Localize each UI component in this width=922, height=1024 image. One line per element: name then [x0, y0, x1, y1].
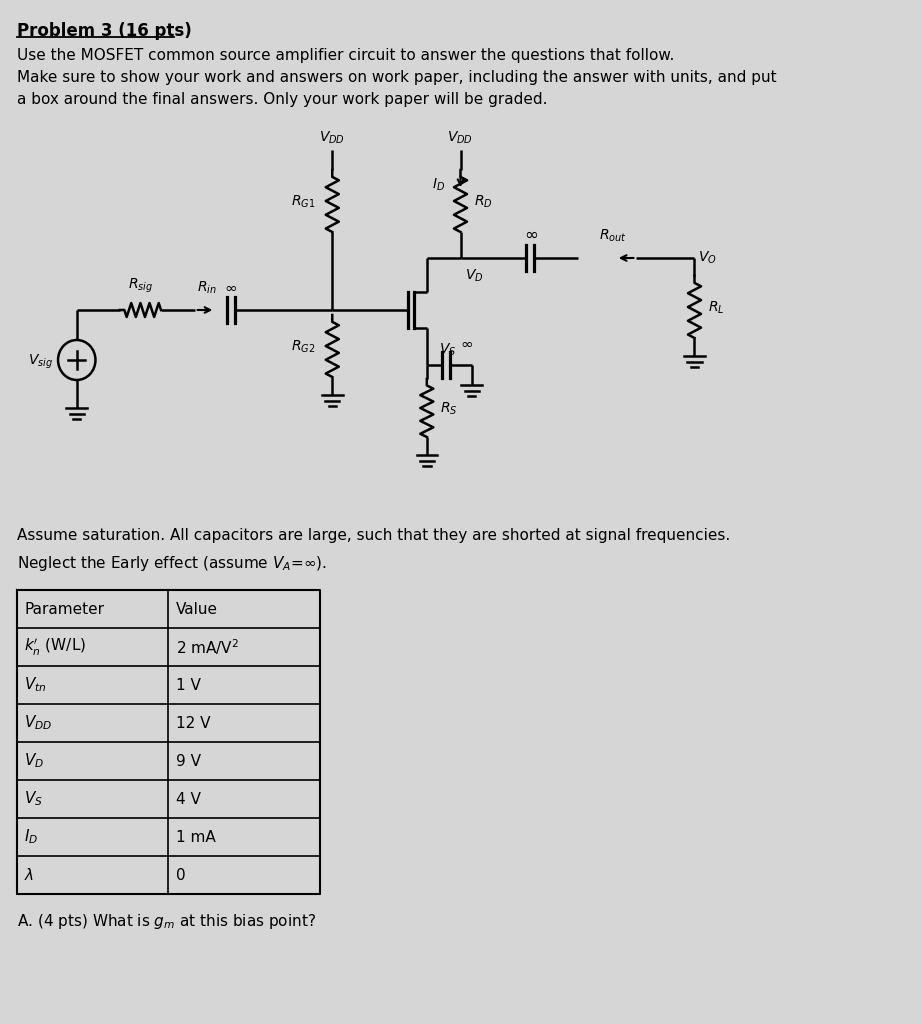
Text: $R_{G1}$: $R_{G1}$ — [291, 194, 315, 210]
Text: $V_{DD}$: $V_{DD}$ — [24, 714, 53, 732]
Text: $V_D$: $V_D$ — [24, 752, 44, 770]
Text: $\lambda$: $\lambda$ — [24, 867, 34, 883]
Text: $R_D$: $R_D$ — [474, 194, 492, 210]
Text: a box around the final answers. Only your work paper will be graded.: a box around the final answers. Only you… — [17, 92, 548, 106]
Text: 0: 0 — [176, 867, 185, 883]
Text: Assume saturation. All capacitors are large, such that they are shorted at signa: Assume saturation. All capacitors are la… — [17, 528, 730, 543]
Text: $R_{out}$: $R_{out}$ — [599, 227, 627, 244]
Text: Parameter: Parameter — [24, 601, 104, 616]
Text: $R_L$: $R_L$ — [707, 300, 724, 316]
Text: $V_{DD}$: $V_{DD}$ — [447, 130, 474, 146]
Text: $R_{sig}$: $R_{sig}$ — [128, 276, 153, 295]
Text: $V_O$: $V_O$ — [698, 250, 717, 266]
Text: 12 V: 12 V — [176, 716, 210, 730]
Text: $\infty$: $\infty$ — [460, 336, 473, 351]
Text: 1 V: 1 V — [176, 678, 201, 692]
Text: $V_S$: $V_S$ — [439, 342, 456, 358]
Text: Value: Value — [176, 601, 218, 616]
Text: A. (4 pts) What is $g_m$ at this bias point?: A. (4 pts) What is $g_m$ at this bias po… — [17, 912, 316, 931]
Text: Problem 3 (16 pts): Problem 3 (16 pts) — [17, 22, 192, 40]
Text: $\infty$: $\infty$ — [524, 225, 538, 243]
Text: 9 V: 9 V — [176, 754, 201, 768]
Text: $V_D$: $V_D$ — [466, 268, 484, 285]
Text: 4 V: 4 V — [176, 792, 201, 807]
Text: $k_n'$ (W/L): $k_n'$ (W/L) — [24, 637, 87, 657]
Text: $I_D$: $I_D$ — [432, 177, 445, 194]
Text: 2 mA/V$^2$: 2 mA/V$^2$ — [176, 637, 239, 656]
Text: $R_{G2}$: $R_{G2}$ — [291, 339, 315, 355]
Text: $\infty$: $\infty$ — [224, 280, 237, 295]
Text: $V_S$: $V_S$ — [24, 790, 43, 808]
Text: $V_{tn}$: $V_{tn}$ — [24, 676, 47, 694]
Text: 1 mA: 1 mA — [176, 829, 216, 845]
Text: $V_{DD}$: $V_{DD}$ — [319, 130, 345, 146]
Text: $R_{in}$: $R_{in}$ — [196, 280, 217, 296]
Text: Make sure to show your work and answers on work paper, including the answer with: Make sure to show your work and answers … — [17, 70, 776, 85]
Text: $R_S$: $R_S$ — [440, 400, 457, 417]
Text: Neglect the Early effect (assume $V_A$=∞).: Neglect the Early effect (assume $V_A$=∞… — [17, 554, 327, 573]
Text: $V_{sig}$: $V_{sig}$ — [29, 353, 53, 371]
Text: Use the MOSFET common source amplifier circuit to answer the questions that foll: Use the MOSFET common source amplifier c… — [17, 48, 674, 63]
Text: $I_D$: $I_D$ — [24, 827, 39, 847]
